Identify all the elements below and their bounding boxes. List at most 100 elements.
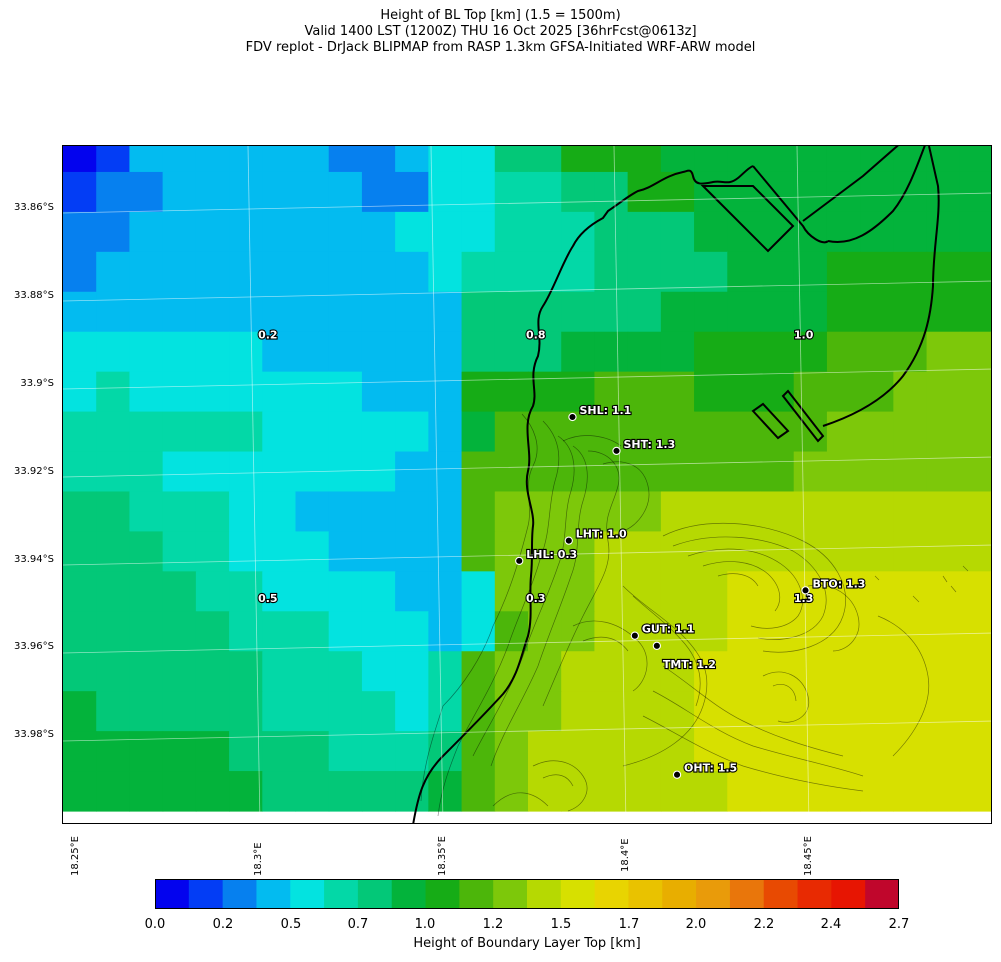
grid-cell (594, 371, 629, 413)
y-tick-label: 33.98°S (14, 729, 54, 740)
grid-cell (229, 371, 263, 413)
grid-cell (162, 531, 197, 572)
grid-cell (793, 691, 828, 732)
grid-cell (760, 491, 795, 533)
grid-cell (959, 146, 991, 173)
site-marker-dot[interactable] (564, 536, 573, 545)
grid-cell (461, 531, 496, 572)
grid-cell (63, 731, 97, 772)
grid-cell (96, 451, 131, 493)
grid-cell (528, 411, 562, 453)
site-marker-dot[interactable] (612, 446, 621, 456)
grid-cell (328, 651, 363, 692)
site-marker-dot[interactable] (652, 641, 662, 650)
grid-cell (395, 491, 429, 533)
map-plot-area[interactable]: 0.2 0.8 1.0 0.5 0.3 1.3 SHL: 1.1 SHT: 1.3 LHT: … (62, 145, 992, 824)
grid-cell (162, 651, 197, 692)
grid-cell (96, 411, 131, 453)
grid-cell (195, 771, 230, 812)
grid-cell (528, 691, 562, 732)
grid-cell (361, 251, 396, 293)
grid-cell (926, 171, 961, 213)
grid-cell (461, 371, 496, 413)
cell-value-label: 1.3 (794, 592, 814, 605)
grid-cell (826, 531, 861, 572)
grid-cell (727, 411, 762, 453)
grid-cell (826, 331, 861, 373)
site-marker-label: OHT: 1.5 (684, 762, 737, 775)
site-marker-dot[interactable] (801, 586, 810, 595)
grid-cell (262, 146, 297, 173)
grid-cell (826, 291, 861, 333)
site-marker-dot[interactable] (672, 770, 682, 779)
grid-cell (893, 571, 928, 612)
colorbar-swatch (391, 879, 427, 909)
grid-cell (660, 451, 695, 493)
grid-cell (96, 531, 131, 572)
grid-cell (660, 611, 695, 652)
grid-cell (860, 531, 894, 572)
grid-cell (461, 491, 496, 533)
grid-cell (295, 731, 330, 772)
grid-cell (860, 171, 894, 213)
grid-cell (893, 731, 928, 772)
colorbar-tick-label: 0.2 (212, 917, 234, 932)
grid-cell (328, 251, 363, 293)
grid-cell (162, 251, 197, 293)
grid-cell (428, 611, 463, 652)
grid-cell (660, 371, 695, 413)
grid-cell (594, 691, 629, 732)
grid-cell (262, 571, 297, 612)
grid-cell (694, 491, 728, 533)
grid-cell (793, 651, 828, 692)
grid-cell (162, 146, 197, 173)
grid-cell (129, 331, 164, 373)
site-marker-dot[interactable] (515, 556, 524, 566)
grid-cell (727, 531, 762, 572)
grid-cell (660, 211, 695, 253)
grid-cell (328, 211, 363, 253)
grid-cell (428, 651, 463, 692)
grid-cell (494, 411, 529, 453)
site-marker-dot[interactable] (630, 631, 639, 640)
grid-cell (694, 371, 728, 413)
colorbar-tick-label: 2.2 (753, 917, 775, 932)
grid-cell (860, 611, 894, 652)
grid-cell (428, 146, 463, 173)
grid-cell (96, 651, 131, 692)
grid-cell (926, 411, 961, 453)
grid-cell (528, 571, 562, 612)
grid-cell (627, 251, 662, 293)
colorbar-swatch (493, 879, 528, 909)
grid-cell (361, 371, 396, 413)
grid-cell (361, 531, 396, 572)
grid-cell (760, 211, 795, 253)
colorbar (155, 879, 899, 909)
grid-cell (893, 251, 928, 293)
colorbar-swatch (560, 879, 596, 909)
map-title-line-1: Height of BL Top [km] (1.5 = 1500m) (380, 8, 621, 23)
grid-cell (328, 411, 363, 453)
grid-cell (594, 451, 629, 493)
grid-cell (461, 611, 496, 652)
grid-cell (893, 531, 928, 572)
grid-cell (262, 691, 297, 732)
grid-cell (328, 571, 363, 612)
y-tick-label: 33.88°S (14, 290, 54, 301)
grid-cell (129, 491, 164, 533)
grid-cell (395, 251, 429, 293)
grid-cell (860, 491, 894, 533)
grid-cell (893, 411, 928, 453)
site-marker-dot[interactable] (568, 412, 577, 422)
site-marker-label: GUT: 1.1 (642, 623, 695, 636)
grid-cell (328, 371, 363, 413)
grid-cell (594, 491, 629, 533)
grid-cell (395, 211, 429, 253)
grid-cell (195, 411, 230, 453)
grid-cell (195, 211, 230, 253)
grid-cell (461, 291, 496, 333)
grid-cell (793, 211, 828, 253)
grid-cell (162, 691, 197, 732)
grid-cell (627, 291, 662, 333)
grid-cell (63, 146, 97, 173)
